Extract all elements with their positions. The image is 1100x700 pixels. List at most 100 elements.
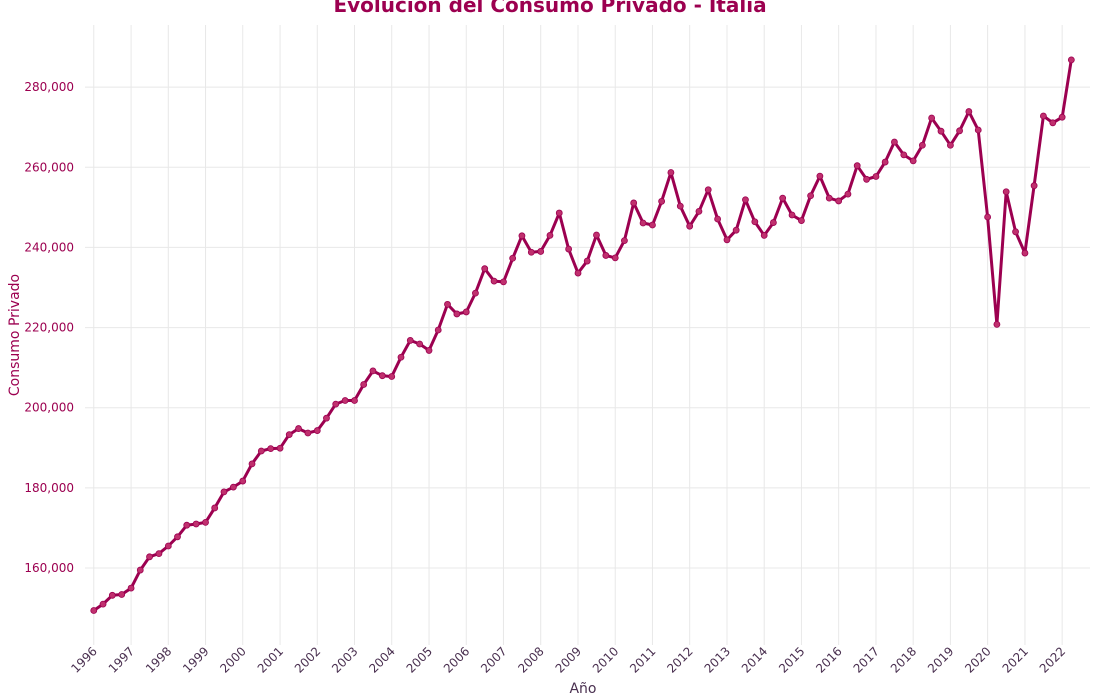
data-point (676, 202, 684, 210)
data-point (732, 226, 740, 234)
data-point (593, 231, 600, 239)
data-point (295, 425, 302, 432)
x-tick-label: 2020 (962, 644, 993, 675)
data-point (537, 248, 545, 255)
data-point (956, 127, 963, 135)
x-tick-label: 2022 (1037, 644, 1068, 675)
data-point (220, 488, 228, 496)
data-point (918, 141, 926, 149)
data-point (583, 257, 591, 265)
x-tick-label: 2017 (851, 644, 882, 675)
data-point (518, 232, 526, 240)
x-tick-label: 1997 (106, 644, 137, 675)
x-tick-label: 2018 (888, 644, 919, 675)
data-point (825, 194, 833, 202)
data-point (909, 157, 917, 165)
data-point (304, 429, 312, 437)
data-point (649, 221, 656, 229)
data-point (863, 175, 870, 183)
x-tick-label: 2015 (776, 644, 807, 675)
y-tick-label: 260,000 (24, 160, 74, 174)
data-point (183, 521, 191, 529)
x-tick-label: 2003 (329, 644, 360, 675)
x-tick-label: 2002 (292, 644, 323, 675)
data-point (611, 254, 619, 262)
data-point (546, 232, 554, 239)
data-point (99, 600, 107, 608)
y-tick-label: 240,000 (24, 240, 74, 254)
data-point (853, 162, 861, 170)
y-tick-label: 280,000 (24, 80, 74, 94)
y-axis-label: Consumo Privado (7, 274, 23, 396)
data-point (276, 444, 284, 452)
data-point (360, 381, 368, 388)
data-point (323, 414, 330, 422)
x-tick-label: 2011 (627, 644, 658, 675)
data-point (872, 173, 880, 180)
data-point (369, 367, 377, 375)
data-point (816, 172, 824, 180)
data-point (993, 320, 1001, 328)
data-point (891, 138, 898, 146)
data-point (974, 126, 982, 134)
x-tick-label: 2021 (1000, 644, 1031, 675)
data-point (835, 197, 843, 205)
y-tick-label: 160,000 (24, 561, 74, 575)
data-point (211, 504, 219, 512)
data-point (425, 347, 433, 354)
data-point (695, 207, 703, 215)
data-point (1030, 182, 1038, 190)
data-point (630, 199, 638, 207)
data-point (136, 566, 144, 574)
data-point (472, 289, 479, 297)
data-point (686, 222, 694, 230)
x-axis-label: Año (569, 681, 596, 697)
data-point (565, 245, 573, 253)
y-tick-label: 220,000 (24, 321, 74, 335)
data-point (602, 252, 610, 259)
y-tick-label: 180,000 (24, 481, 74, 495)
x-tick-label: 2014 (739, 644, 770, 675)
x-tick-label: 2009 (553, 644, 584, 675)
data-point (202, 518, 209, 526)
data-point (500, 278, 507, 286)
x-gridlines (93, 25, 1063, 645)
data-point (388, 373, 396, 380)
data-point (1021, 249, 1029, 257)
x-tick-label: 2019 (925, 644, 956, 675)
series-consumo-privado (90, 56, 1075, 614)
data-point (742, 196, 749, 204)
x-tick-label: 2005 (404, 644, 435, 675)
data-point (490, 277, 498, 285)
data-point (248, 460, 256, 468)
data-point (285, 431, 293, 438)
x-tick-label: 1996 (68, 644, 99, 675)
x-tick-label: 2007 (478, 644, 509, 675)
data-point (444, 300, 451, 308)
x-tick-label: 2010 (590, 644, 621, 675)
data-point (639, 219, 647, 227)
data-point (406, 337, 414, 344)
data-point (481, 265, 489, 273)
data-point (779, 194, 787, 202)
data-point (900, 151, 908, 159)
data-point (555, 209, 563, 217)
series-line (92, 59, 1073, 612)
data-point (434, 326, 442, 334)
data-point (108, 591, 116, 599)
data-point (527, 248, 535, 256)
data-point (760, 232, 768, 239)
data-point (723, 236, 731, 244)
data-point (1058, 113, 1066, 121)
x-tick-label: 1999 (180, 644, 211, 675)
data-point (621, 237, 628, 245)
x-tick-label: 2016 (813, 644, 844, 675)
data-point (574, 269, 582, 277)
data-point (229, 483, 237, 491)
data-point (658, 197, 666, 205)
data-point (937, 127, 945, 135)
data-point (397, 353, 405, 361)
data-point (90, 607, 98, 614)
data-point (798, 217, 805, 224)
